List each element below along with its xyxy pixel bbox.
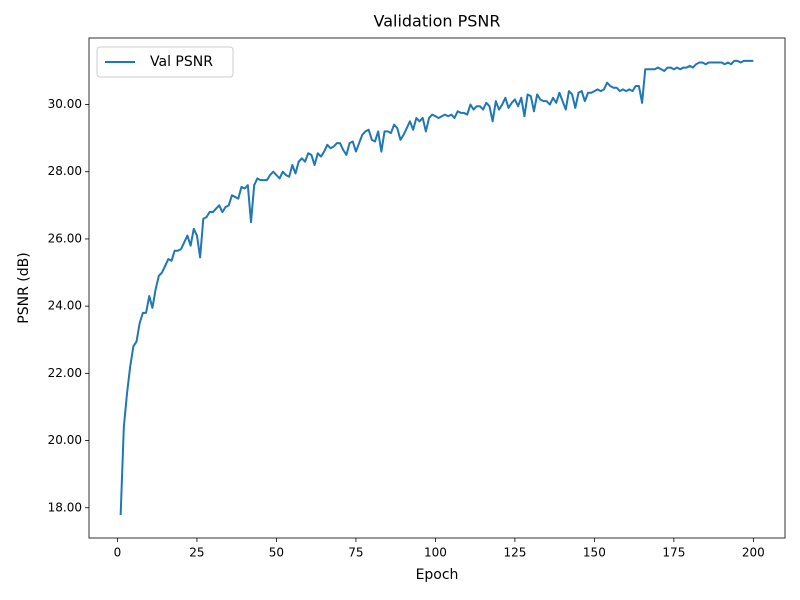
x-axis-label: Epoch: [416, 567, 459, 583]
y-tick-label: 18.00: [48, 500, 82, 514]
plot-frame: [88, 37, 786, 539]
x-tick-label: 50: [269, 546, 284, 560]
x-tick-label: 25: [189, 546, 204, 560]
y-tick-label: 22.00: [48, 366, 82, 380]
y-tick-label: 24.00: [48, 299, 82, 313]
x-tick-label: 100: [424, 546, 447, 560]
y-axis-label: PSNR (dB): [16, 252, 32, 323]
y-tick-label: 30.00: [48, 97, 82, 111]
x-tick-label: 200: [742, 546, 765, 560]
legend-box: [96, 46, 234, 78]
y-tick-label: 28.00: [48, 164, 82, 178]
x-tick-label: 0: [114, 546, 122, 560]
legend-label: Val PSNR: [150, 54, 213, 70]
y-tick-label: 20.00: [48, 433, 82, 447]
x-tick-label: 150: [583, 546, 606, 560]
x-tick-label: 75: [348, 546, 363, 560]
x-tick-label: 125: [503, 546, 526, 560]
y-tick-label: 26.00: [48, 231, 82, 245]
data-line: [119, 59, 754, 516]
chart-title: Validation PSNR: [374, 12, 501, 31]
x-tick-label: 175: [662, 546, 685, 560]
